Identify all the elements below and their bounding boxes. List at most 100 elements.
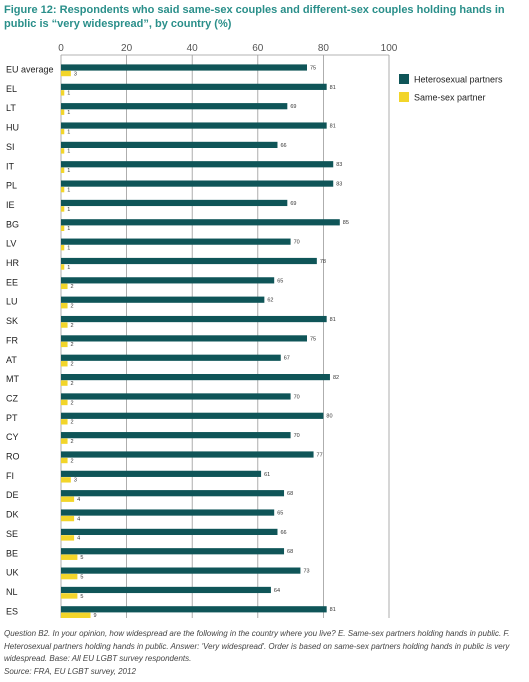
bar-same-sex xyxy=(61,438,68,444)
data-label-same-sex: 4 xyxy=(77,497,80,503)
data-label-heterosexual: 68 xyxy=(287,491,293,497)
data-label-heterosexual: 81 xyxy=(330,123,336,129)
bar-same-sex xyxy=(61,457,68,464)
data-label-heterosexual: 65 xyxy=(277,278,283,284)
bar-heterosexual xyxy=(61,122,327,129)
category-labels: EU average EL LT HU SI IT PL IE BG LV HR EE LU SK FR AT… xyxy=(6,65,54,617)
category-label: EL xyxy=(6,84,17,94)
bar-same-sex xyxy=(61,225,65,231)
bar-same-sex xyxy=(61,264,65,270)
data-label-heterosexual: 75 xyxy=(310,65,316,71)
data-label-same-sex: 2 xyxy=(71,439,74,445)
category-label: IE xyxy=(6,200,15,210)
data-label-heterosexual: 66 xyxy=(280,530,286,536)
category-label: LU xyxy=(6,297,18,307)
footnote: Question B2. In your opinion, how widesp… xyxy=(4,628,526,678)
bar-heterosexual xyxy=(61,432,291,439)
data-label-same-sex: 4 xyxy=(77,536,80,542)
data-label-heterosexual: 81 xyxy=(330,317,336,323)
bar-same-sex xyxy=(61,554,78,560)
x-tick-label: 40 xyxy=(187,43,199,54)
bars: 75 3 81 1 69 1 81 1 66 1 83 1 83 1 69 1 85 1 70 1 78 1 65 2 62 2 8… xyxy=(61,64,349,619)
bar-heterosexual xyxy=(61,257,317,265)
bar-heterosexual xyxy=(61,141,278,148)
data-label-heterosexual: 80 xyxy=(326,414,332,420)
category-label: SK xyxy=(6,316,18,326)
legend: Heterosexual partners Same-sex partner xyxy=(399,74,503,103)
legend-swatch xyxy=(399,92,409,102)
bar-same-sex xyxy=(61,206,65,212)
data-label-heterosexual: 70 xyxy=(294,394,300,400)
data-label-same-sex: 2 xyxy=(71,400,74,406)
data-label-same-sex: 1 xyxy=(67,265,70,271)
data-label-same-sex: 1 xyxy=(67,110,70,116)
data-label-heterosexual: 83 xyxy=(336,182,342,188)
category-label: DK xyxy=(6,510,19,520)
bar-same-sex xyxy=(61,612,91,618)
bar-same-sex xyxy=(61,477,71,483)
bar-heterosexual xyxy=(61,606,327,613)
data-label-heterosexual: 81 xyxy=(330,607,336,613)
bar-heterosexual xyxy=(61,296,265,303)
bar-same-sex xyxy=(61,303,68,309)
data-label-same-sex: 5 xyxy=(80,555,83,561)
bar-heterosexual xyxy=(61,509,275,516)
bar-same-sex xyxy=(61,515,75,522)
data-label-same-sex: 1 xyxy=(67,168,70,174)
category-label: PL xyxy=(6,181,17,191)
category-label: CZ xyxy=(6,393,18,403)
data-label-same-sex: 3 xyxy=(74,71,77,77)
data-label-same-sex: 5 xyxy=(80,594,83,600)
data-label-heterosexual: 68 xyxy=(287,549,293,555)
data-label-heterosexual: 85 xyxy=(343,220,349,226)
category-label: BG xyxy=(6,219,19,229)
data-label-heterosexual: 81 xyxy=(330,85,336,91)
bar-heterosexual xyxy=(61,548,285,555)
bar-same-sex xyxy=(61,128,65,135)
category-label: PT xyxy=(6,413,18,423)
bar-same-sex xyxy=(61,399,68,406)
data-label-same-sex: 2 xyxy=(71,323,74,329)
bar-heterosexual xyxy=(61,277,275,284)
data-label-heterosexual: 78 xyxy=(320,259,326,265)
legend-swatch xyxy=(399,74,409,84)
bar-heterosexual xyxy=(61,238,291,245)
category-label: IT xyxy=(6,161,15,171)
data-label-same-sex: 1 xyxy=(67,129,70,135)
category-label: BE xyxy=(6,548,18,558)
category-label: EU average xyxy=(6,65,54,75)
bar-heterosexual xyxy=(61,393,291,400)
data-label-same-sex: 2 xyxy=(71,458,74,464)
bar-heterosexual xyxy=(61,83,327,90)
x-axis-tick-labels: 0 20 40 60 80 100 xyxy=(58,43,398,54)
bar-heterosexual xyxy=(61,219,340,226)
bar-heterosexual xyxy=(61,490,285,497)
data-label-same-sex: 1 xyxy=(67,149,70,155)
data-label-heterosexual: 82 xyxy=(333,375,339,381)
data-label-same-sex: 2 xyxy=(71,362,74,368)
category-label: FR xyxy=(6,335,18,345)
bar-heterosexual xyxy=(61,335,307,342)
bar-same-sex xyxy=(61,535,75,541)
data-label-same-sex: 5 xyxy=(80,574,83,580)
category-label: ES xyxy=(6,606,18,616)
bar-same-sex xyxy=(61,341,68,348)
bar-same-sex xyxy=(61,361,68,367)
category-label: LV xyxy=(6,239,16,249)
bar-heterosexual xyxy=(61,567,301,574)
category-label: RO xyxy=(6,452,20,462)
category-label: UK xyxy=(6,568,19,578)
x-tick-label: 60 xyxy=(252,43,264,54)
bar-same-sex xyxy=(61,90,65,96)
category-label: HU xyxy=(6,123,19,133)
data-label-same-sex: 9 xyxy=(94,613,97,619)
bar-heterosexual xyxy=(61,528,278,535)
bar-heterosexual xyxy=(61,103,288,110)
data-label-same-sex: 1 xyxy=(67,187,70,193)
bar-heterosexual xyxy=(61,199,288,207)
data-label-same-sex: 4 xyxy=(77,516,80,522)
data-label-heterosexual: 69 xyxy=(290,104,296,110)
bar-same-sex xyxy=(61,593,78,599)
data-label-same-sex: 1 xyxy=(67,91,70,97)
bar-chart: 0 20 40 60 80 100 75 3 81 1 69 1 81 1 66 1 83 1 83 1 69 1 85 1… xyxy=(6,43,503,619)
